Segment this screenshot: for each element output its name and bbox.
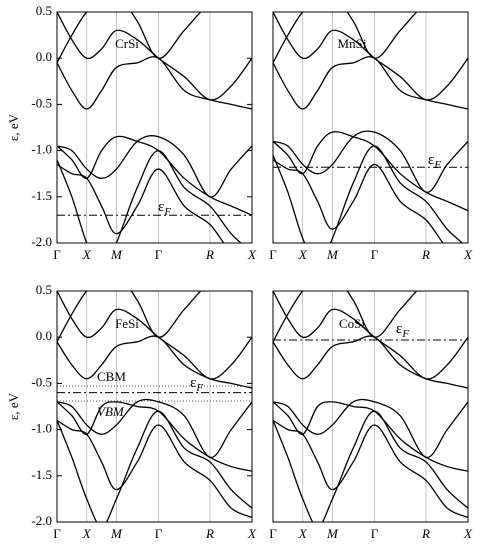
fermi-symbol: ε (396, 321, 402, 337)
band-line (273, 410, 468, 522)
x-tick-label: X (247, 526, 257, 541)
fermi-subscript: F (433, 159, 441, 171)
band-line (273, 12, 468, 101)
band-line (273, 398, 468, 458)
fermi-subscript: F (163, 206, 171, 218)
plot-frame (272, 11, 469, 244)
x-tick-label: M (326, 526, 339, 541)
band-line (273, 335, 468, 389)
y-tick-label: -1.0 (31, 142, 52, 157)
x-tick-label: R (205, 247, 214, 262)
fermi-label: εF (428, 152, 441, 170)
x-tick-label: X (298, 247, 308, 262)
band-line (273, 12, 468, 64)
x-tick-label: Γ (155, 526, 163, 541)
panel: Γ X M Γ R X -2.0 -1.5 -1.0 -0.5 0.0 0.5 ε, eV CBM VBM ε… (6, 282, 257, 541)
x-tick-label: X (82, 526, 92, 541)
bands (57, 12, 252, 243)
plot-frame (56, 290, 253, 523)
fermi-label: εF (158, 199, 171, 217)
x-tick-label: X (463, 247, 473, 262)
band-line (273, 159, 444, 243)
x-tick-label: M (110, 247, 123, 262)
x-tick-label: Γ (371, 247, 379, 262)
band-line (57, 291, 252, 343)
fermi-symbol: ε (190, 375, 196, 391)
band-line (57, 291, 252, 380)
y-tick-label: 0.0 (36, 328, 52, 343)
y-tick-label: 0.5 (36, 282, 52, 297)
x-tick-label: R (205, 526, 214, 541)
fermi-subscript: F (195, 382, 203, 394)
x-tick-label: M (326, 247, 339, 262)
band-line (57, 12, 252, 101)
band-line (57, 335, 252, 389)
y-tick-label: -0.5 (31, 95, 52, 110)
x-tick-label: R (421, 247, 430, 262)
band-line (57, 410, 252, 522)
fermi-label: εF (190, 375, 203, 393)
x-tick-label: Γ (371, 526, 379, 541)
y-tick-label: -1.5 (31, 467, 52, 482)
bands (273, 291, 468, 522)
band-line (57, 135, 252, 198)
x-tick-label: X (463, 526, 473, 541)
y-tick-label: -0.5 (31, 374, 52, 389)
compound-label: MnSi (338, 36, 367, 51)
band-line (273, 131, 468, 212)
y-tick-label: -1.0 (31, 421, 52, 436)
panel: Γ X M Γ R XεF CoSi (269, 290, 473, 541)
bands (57, 291, 252, 522)
fermi-symbol: ε (158, 199, 164, 215)
fermi-subscript: F (401, 328, 409, 340)
cbm-label: CBM (97, 369, 126, 384)
bands (273, 12, 468, 243)
compound-label: CrSi (115, 36, 139, 51)
band-line (273, 56, 468, 110)
y-tick-label: -2.0 (31, 234, 52, 249)
plot-frame (272, 290, 469, 523)
panel: Γ X M Γ R X -2.0 -1.5 -1.0 -0.5 0.0 0.5 ε, eV εF CrSi (6, 3, 257, 262)
y-tick-label: 0.5 (36, 3, 52, 18)
x-tick-label: R (421, 526, 430, 541)
x-tick-label: X (298, 526, 308, 541)
band-line (57, 149, 242, 243)
y-tick-label: -2.0 (31, 513, 52, 528)
band-line (57, 419, 252, 518)
x-tick-label: M (110, 526, 123, 541)
compound-label: FeSi (115, 316, 139, 331)
x-tick-label: X (82, 247, 92, 262)
x-tick-label: Γ (53, 247, 61, 262)
y-axis-label: ε, eV (6, 113, 21, 141)
fermi-label: εF (396, 321, 409, 339)
fermi-symbol: ε (428, 152, 434, 168)
x-tick-label: Γ (269, 247, 277, 262)
panel: Γ X M Γ R XεF MnSi (269, 11, 473, 262)
y-tick-label: 0.0 (36, 49, 52, 64)
band-line (273, 145, 464, 243)
band-line (273, 291, 468, 380)
band-line (57, 135, 252, 216)
band-line (57, 398, 252, 458)
band-line (57, 56, 252, 110)
x-tick-label: X (247, 247, 257, 262)
y-tick-label: -1.5 (31, 188, 52, 203)
vbm-label: VBM (97, 404, 125, 419)
plot-frame (56, 11, 253, 244)
band-line (273, 291, 468, 343)
x-tick-label: Γ (269, 526, 277, 541)
y-axis-label: ε, eV (6, 392, 21, 420)
x-tick-label: Γ (155, 247, 163, 262)
band-line (57, 12, 252, 64)
x-tick-label: Γ (53, 526, 61, 541)
band-line (57, 163, 225, 243)
compound-label: CoSi (339, 316, 365, 331)
band-line (273, 419, 468, 518)
